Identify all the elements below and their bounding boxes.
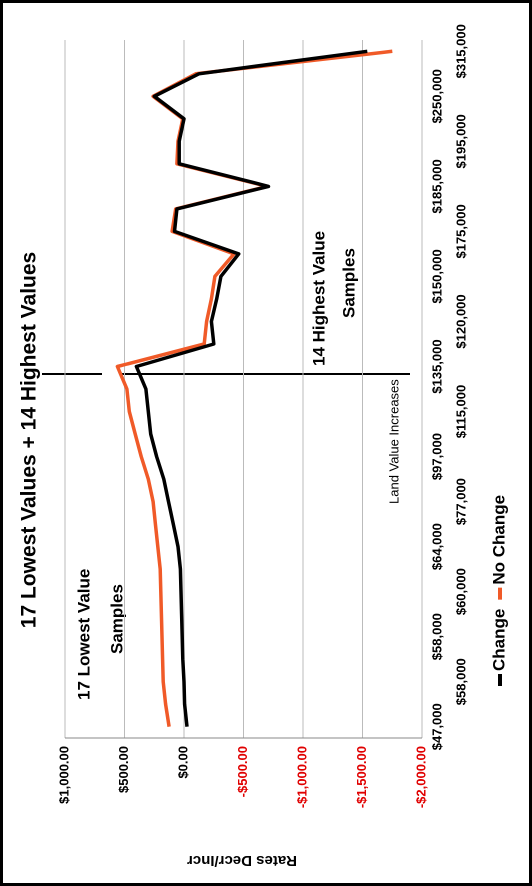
grid: [64, 40, 423, 738]
y-tick-label: -$1,500.00: [354, 746, 369, 808]
annotation: Samples: [107, 584, 126, 654]
x-tick-label: $58,000: [453, 658, 468, 705]
y-axis-label: Rates Decr/Incr: [187, 852, 297, 869]
x-tick-label: $77,000: [453, 478, 468, 525]
x-tick-label: $60,000: [453, 568, 468, 615]
x-tick-label: $58,000: [429, 613, 444, 660]
y-tick-label: -$1,000.00: [294, 746, 309, 808]
x-tick-label: $115,000: [453, 385, 468, 439]
x-tick-label: $97,000: [429, 433, 444, 480]
x-tick-label: $135,000: [429, 339, 444, 393]
line-series: [134, 49, 368, 727]
x-tick-label: $47,000: [429, 703, 444, 750]
annotation: 14 Highest Value: [309, 231, 328, 366]
y-tick-label: -$500.00: [235, 746, 250, 797]
x-tick-label: $120,000: [453, 294, 468, 348]
legend-label: Change: [489, 609, 508, 671]
x-tick-label: $64,000: [429, 523, 444, 570]
x-tick-label: $150,000: [429, 249, 444, 303]
line-series: [115, 49, 393, 727]
y-tick-label: $1,000.00: [56, 746, 71, 804]
x-tick-label: $175,000: [453, 204, 468, 258]
y-tick-label: -$2,000.00: [413, 746, 428, 808]
x-tick-label: $195,000: [453, 114, 468, 168]
y-tick-label: $0.00: [175, 746, 190, 779]
chart-title: 17 Lowest Values + 14 Highest Values: [18, 252, 41, 628]
legend-label: No Change: [489, 495, 508, 585]
x-tick-label: $315,000: [453, 24, 468, 78]
x-tick-label: $250,000: [429, 69, 444, 123]
annotation: Land Value Increases: [386, 379, 401, 504]
annotation: Samples: [339, 248, 358, 318]
y-tick-label: $500.00: [116, 746, 131, 793]
rotated-chart: 17 Lowest Values + 14 Highest Values Rat…: [18, 24, 509, 869]
x-tick-label: $185,000: [429, 159, 444, 213]
annotation: 17 Lowest Value: [74, 569, 93, 700]
